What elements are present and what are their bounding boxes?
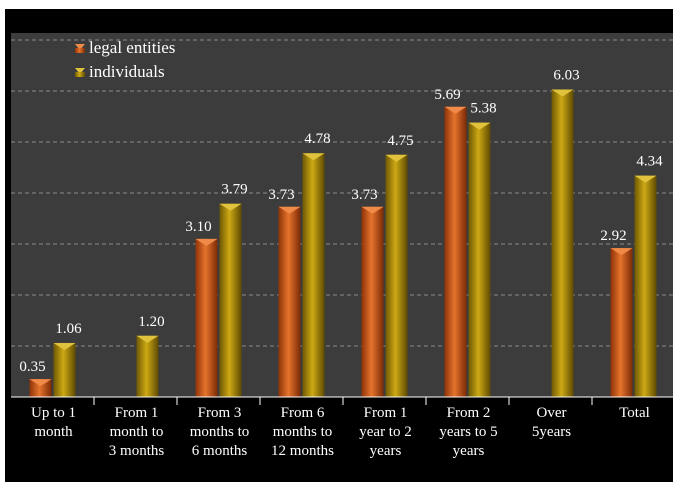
x-tick-label-line: year to 2 — [359, 424, 411, 440]
bar-chart: Up to 1 month From 1 month to 3 months From 3… — [11, 33, 673, 459]
bar-cap — [53, 342, 76, 350]
legend-swatch-base — [75, 48, 85, 53]
x-tick-label-line: 5years — [532, 424, 571, 440]
bar-cap — [136, 335, 159, 343]
x-axis-ticks: Up to 1 month From 1 month to 3 months From 3… — [31, 397, 650, 459]
bar-cap — [195, 238, 218, 246]
data-label: 4.78 — [304, 131, 330, 147]
bar-individuals — [551, 89, 574, 397]
plot-area — [11, 33, 673, 397]
bar-cap — [361, 206, 384, 214]
chart-frame: Up to 1 month From 1 month to 3 months From 3… — [5, 9, 673, 482]
x-tick-label-line: From 1 — [115, 405, 159, 421]
x-tick-label-line: month — [34, 424, 73, 440]
x-tick-label: Up to 1 month — [31, 405, 76, 440]
legend: legal entities individuals — [75, 38, 175, 81]
bar-individuals — [136, 335, 159, 397]
bar-cap — [551, 89, 574, 97]
bar-cap — [219, 203, 242, 211]
data-label: 1.20 — [138, 314, 164, 330]
bar-individuals — [219, 203, 242, 397]
bar-cap — [385, 154, 408, 162]
bar-cap — [468, 122, 491, 130]
legend-label: legal entities — [89, 38, 175, 57]
bar-legal-entities — [29, 379, 52, 397]
bars — [29, 89, 657, 398]
bar-cap — [444, 106, 467, 114]
x-tick-label-line: From 3 — [198, 405, 242, 421]
data-label: 5.38 — [470, 101, 496, 117]
x-tick-label-line: 12 months — [271, 443, 334, 459]
bar-cap — [278, 206, 301, 214]
data-label: 3.73 — [268, 187, 294, 203]
x-tick-label-line: months to — [273, 424, 333, 440]
x-tick-label-line: From 1 — [364, 405, 408, 421]
x-tick-label-line: Up to 1 — [31, 405, 76, 421]
x-tick-label: From 1 month to 3 months — [109, 405, 165, 459]
bar-cap — [610, 248, 633, 256]
legend-label: individuals — [89, 62, 165, 81]
legend-swatch — [75, 68, 85, 74]
x-tick-label-line: Total — [619, 405, 650, 421]
x-tick-label-line: 6 months — [192, 443, 248, 459]
x-tick-label: From 6 months to 12 months — [271, 405, 334, 459]
x-tick-label: From 3 months to 6 months — [190, 405, 250, 459]
data-label: 3.10 — [185, 219, 211, 235]
bar-cap — [29, 379, 52, 387]
bar-cap — [302, 153, 325, 161]
x-tick-label-line: months to — [190, 424, 250, 440]
bar-legal-entities — [195, 238, 218, 397]
bar-individuals — [385, 154, 408, 397]
data-label: 4.34 — [636, 154, 663, 170]
data-label: 6.03 — [553, 67, 579, 83]
x-tick-label-line: years — [370, 443, 402, 459]
data-label: 1.06 — [55, 321, 82, 337]
x-tick-label: Total — [619, 405, 650, 421]
legend-swatch-base — [75, 72, 85, 77]
bar-individuals — [53, 342, 76, 397]
x-tick-label-line: years — [453, 443, 485, 459]
legend-swatch — [75, 44, 85, 50]
x-tick-label: From 2 years to 5 years — [439, 405, 497, 459]
bar-legal-entities — [278, 206, 301, 397]
data-labels: 0.35 1.06 1.20 3.10 3.79 3.73 4.78 3.73 4.75 5.69… — [19, 67, 663, 375]
grid-lines — [11, 39, 673, 347]
x-tick-label: From 1 year to 2 years — [359, 405, 411, 459]
x-tick-label-line: From 6 — [281, 405, 325, 421]
data-label: 2.92 — [600, 228, 626, 244]
data-label: 0.35 — [19, 359, 45, 375]
x-tick-label: Over 5years — [532, 405, 571, 440]
data-label: 3.79 — [221, 182, 247, 198]
x-tick-label-line: Over — [537, 405, 567, 421]
x-tick-label-line: 3 months — [109, 443, 165, 459]
bar-individuals — [468, 122, 491, 398]
x-tick-label-line: From 2 — [447, 405, 491, 421]
bar-cap — [634, 175, 657, 183]
bar-legal-entities — [361, 206, 384, 397]
x-tick-label-line: month to — [110, 424, 164, 440]
data-label: 5.69 — [434, 87, 460, 103]
bar-legal-entities — [444, 106, 467, 397]
bar-legal-entities — [610, 248, 633, 397]
x-tick-label-line: years to 5 — [439, 424, 497, 440]
data-label: 4.75 — [387, 133, 413, 149]
bar-individuals — [302, 153, 325, 397]
bar-individuals — [634, 175, 657, 397]
data-label: 3.73 — [351, 187, 377, 203]
